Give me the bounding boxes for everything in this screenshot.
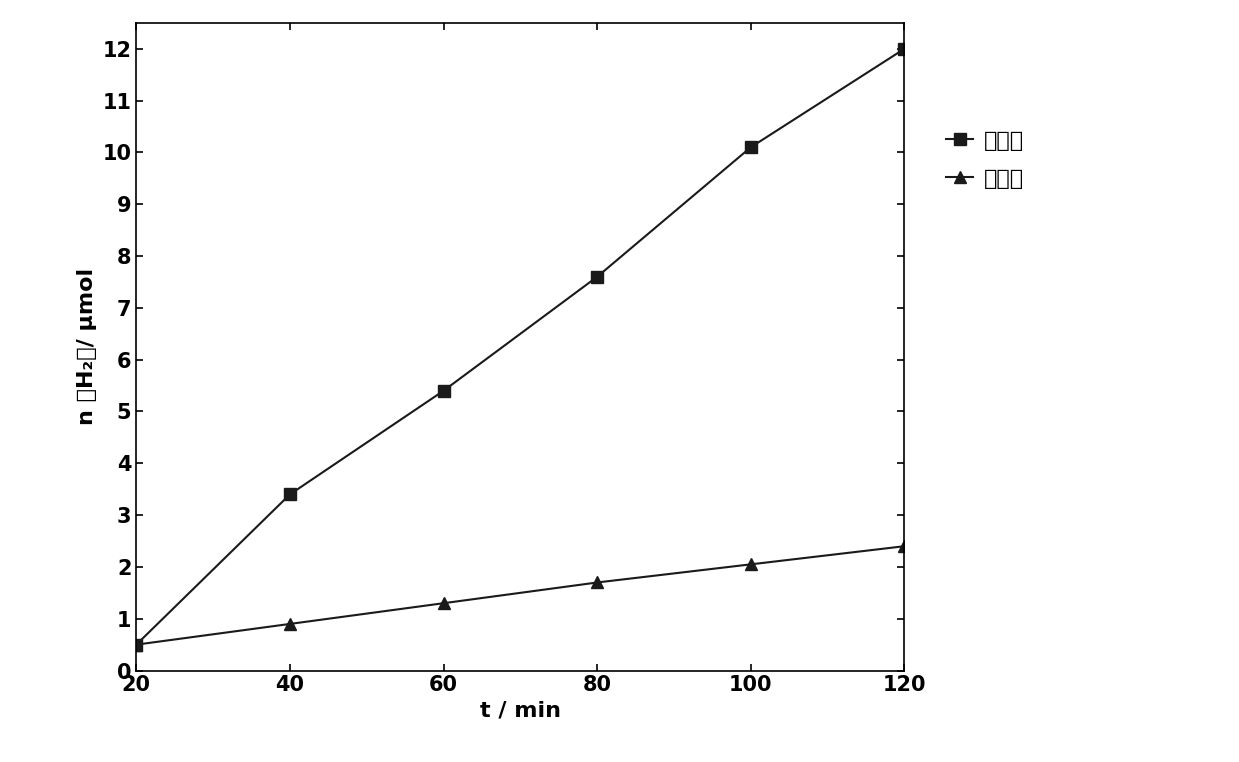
对比例 xyxy=(743,560,758,569)
X-axis label: t / min: t / min xyxy=(479,701,561,721)
本发明 xyxy=(282,490,297,499)
对比例 xyxy=(897,542,912,551)
对比例 xyxy=(590,578,605,587)
本发明 xyxy=(129,640,144,649)
对比例 xyxy=(282,620,297,629)
对比例 xyxy=(436,599,451,608)
本发明 xyxy=(590,272,605,281)
Y-axis label: n （H₂）/ μmol: n （H₂）/ μmol xyxy=(77,268,97,425)
对比例 xyxy=(129,640,144,649)
Line: 对比例: 对比例 xyxy=(131,541,909,650)
本发明 xyxy=(897,44,912,53)
Legend: 本发明, 对比例: 本发明, 对比例 xyxy=(947,131,1025,189)
Line: 本发明: 本发明 xyxy=(131,43,909,650)
本发明 xyxy=(743,142,758,152)
本发明 xyxy=(436,386,451,395)
